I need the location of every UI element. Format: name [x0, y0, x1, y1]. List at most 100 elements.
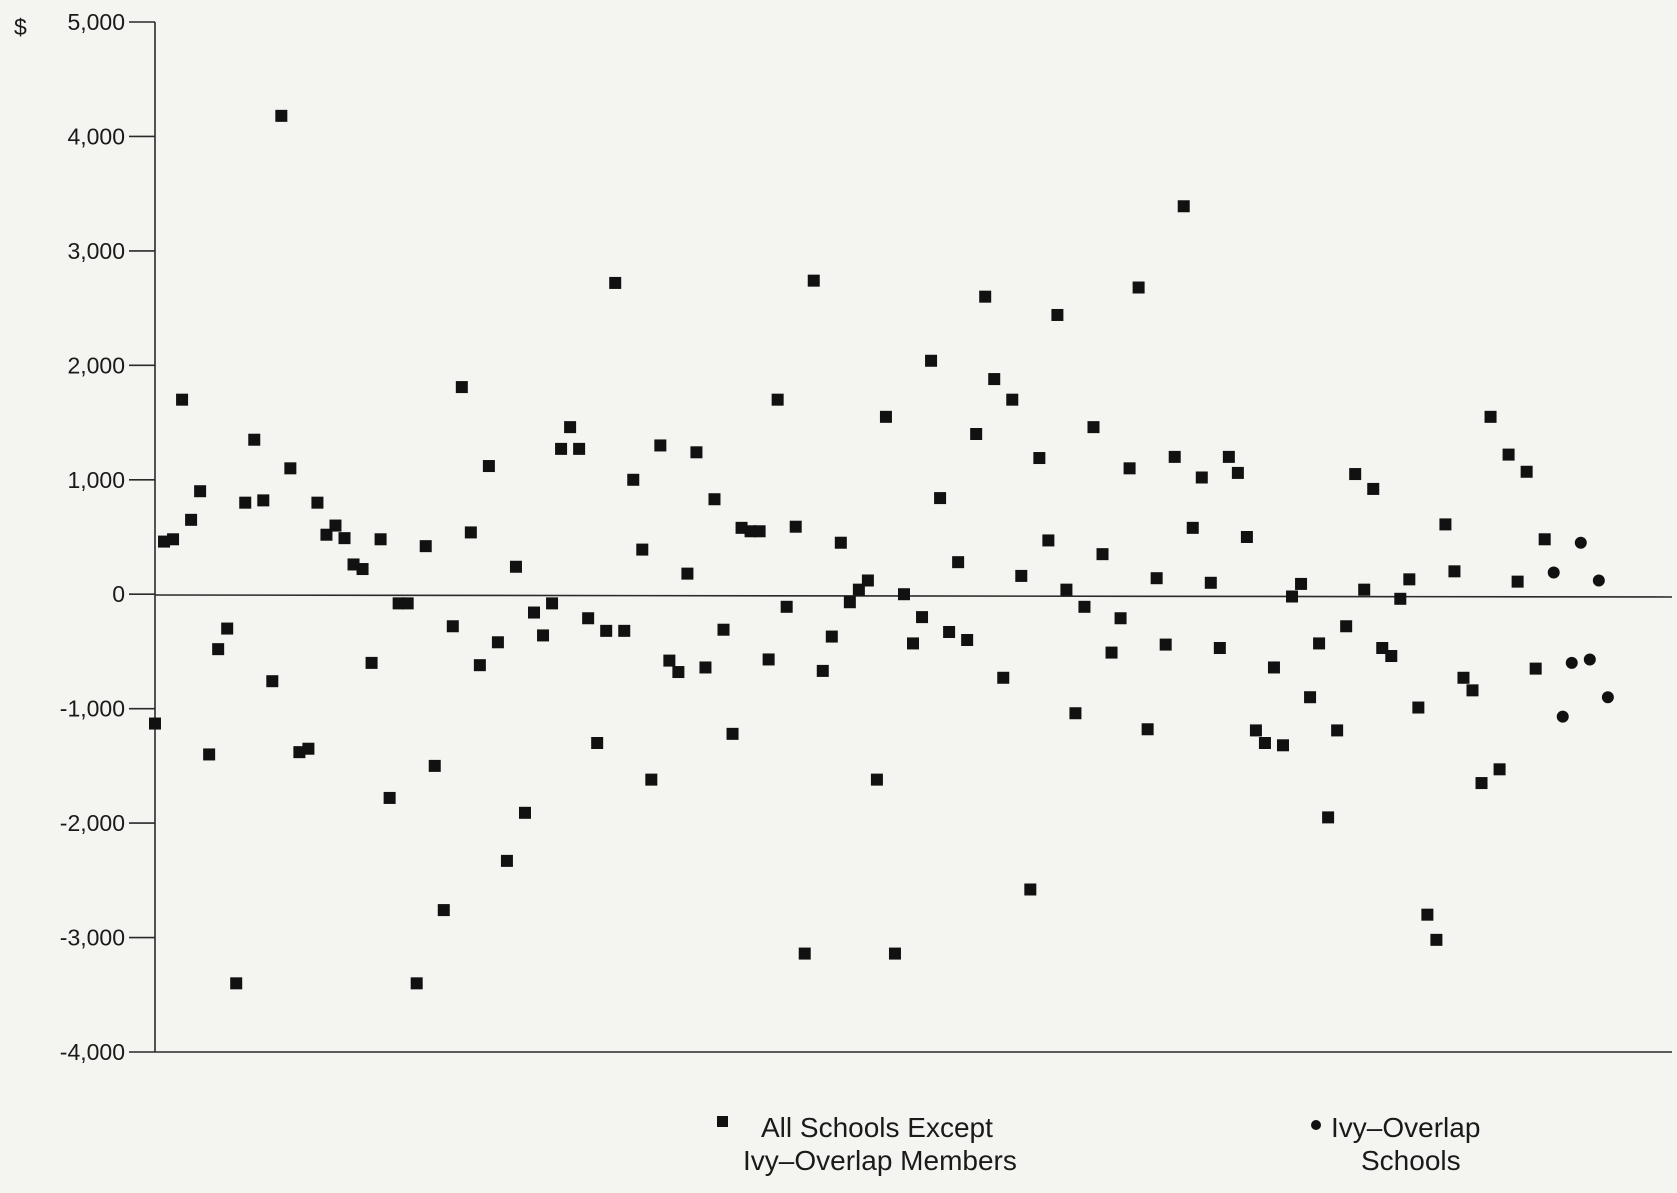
point-all-schools — [1267, 661, 1280, 674]
point-all-schools — [266, 675, 279, 688]
point-all-schools — [970, 428, 983, 440]
y-tick-label: 5,000 — [67, 9, 125, 35]
point-all-schools — [735, 521, 748, 534]
legend-label-ivy-overlap-line2: Schools — [1361, 1145, 1461, 1176]
point-all-schools — [537, 629, 550, 642]
point-all-schools — [500, 854, 513, 867]
point-all-schools — [843, 596, 856, 609]
point-all-schools — [1276, 739, 1289, 752]
point-all-schools — [1060, 583, 1073, 596]
point-all-schools — [1186, 521, 1199, 534]
point-all-schools — [1015, 569, 1028, 582]
point-all-schools — [473, 659, 486, 672]
point-all-schools — [455, 381, 468, 394]
point-all-schools — [979, 290, 992, 303]
point-all-schools — [636, 543, 649, 556]
point-all-schools — [753, 525, 766, 538]
point-all-schools — [1105, 646, 1118, 659]
point-all-schools — [302, 742, 315, 755]
point-all-schools — [410, 977, 423, 990]
point-all-schools — [257, 494, 270, 507]
point-all-schools — [771, 393, 784, 406]
point-ivy-overlap — [1583, 653, 1596, 666]
legend-label-ivy-overlap-line1: Ivy–Overlap — [1331, 1112, 1480, 1143]
point-all-schools — [1042, 534, 1055, 547]
point-all-schools — [1520, 465, 1533, 478]
point-all-schools — [591, 737, 604, 749]
point-all-schools — [934, 492, 947, 505]
legend-label-all-schools-line2: Ivy–Overlap Members — [743, 1145, 1017, 1176]
point-all-schools — [645, 773, 658, 786]
point-all-schools — [1466, 684, 1479, 697]
point-all-schools — [600, 624, 613, 637]
point-all-schools — [1204, 576, 1217, 589]
point-all-schools — [284, 462, 297, 475]
point-all-schools — [825, 630, 838, 643]
point-all-schools — [491, 636, 504, 649]
point-all-schools — [167, 533, 180, 546]
point-all-schools — [1349, 468, 1362, 481]
point-all-schools — [212, 643, 225, 656]
point-all-schools — [356, 563, 369, 576]
legend: All Schools Except Ivy–Overlap Members I… — [717, 1112, 1480, 1176]
y-tick-label: 2,000 — [67, 352, 125, 378]
point-all-schools — [1385, 650, 1398, 663]
point-all-schools — [780, 600, 793, 613]
point-all-schools — [1195, 471, 1208, 484]
point-all-schools — [482, 460, 495, 473]
point-all-schools — [419, 540, 432, 553]
point-all-schools — [1295, 577, 1308, 590]
point-all-schools — [1150, 572, 1163, 585]
point-all-schools — [699, 661, 712, 674]
point-all-schools — [1313, 637, 1326, 650]
point-all-schools — [627, 473, 640, 486]
legend-marker-square — [717, 1116, 728, 1127]
point-all-schools — [158, 535, 171, 548]
point-all-schools — [925, 354, 938, 367]
point-all-schools — [961, 634, 974, 646]
point-all-schools — [1087, 421, 1100, 434]
point-all-schools — [329, 519, 342, 532]
point-all-schools — [1457, 671, 1470, 684]
point-all-schools — [149, 717, 161, 730]
point-all-schools — [347, 558, 360, 571]
point-all-schools — [509, 560, 522, 573]
point-all-schools — [1069, 707, 1082, 720]
point-all-schools — [573, 442, 586, 455]
point-all-schools — [248, 433, 261, 446]
point-all-schools — [1213, 642, 1226, 655]
y-currency-symbol: $ — [14, 14, 27, 40]
point-all-schools — [528, 606, 541, 619]
point-all-schools — [988, 373, 1001, 386]
point-all-schools — [1249, 724, 1262, 737]
point-all-schools — [1114, 612, 1127, 625]
point-all-schools — [762, 653, 775, 666]
y-tick-label: -3,000 — [60, 925, 125, 951]
point-all-schools — [1331, 724, 1344, 737]
point-all-schools — [293, 746, 306, 759]
point-all-schools — [374, 533, 387, 546]
point-all-schools — [1222, 450, 1235, 463]
point-all-schools — [1511, 575, 1524, 588]
point-all-schools — [1439, 518, 1452, 531]
point-all-schools — [383, 791, 396, 804]
point-all-schools — [1484, 410, 1497, 423]
point-all-schools — [194, 485, 207, 498]
y-tick-label: 4,000 — [67, 123, 125, 149]
point-all-schools — [1421, 908, 1434, 921]
point-all-schools — [1141, 723, 1154, 736]
point-all-schools — [221, 622, 234, 635]
point-all-schools — [1529, 662, 1542, 675]
point-all-schools — [690, 446, 703, 459]
point-all-schools — [1132, 281, 1145, 294]
point-all-schools — [546, 597, 559, 610]
point-ivy-overlap — [1592, 574, 1605, 587]
point-all-schools — [1475, 777, 1488, 790]
point-all-schools — [338, 532, 351, 545]
point-all-schools — [582, 612, 595, 625]
legend-marker-circle — [1311, 1120, 1321, 1130]
point-all-schools — [1304, 691, 1317, 704]
point-all-schools — [176, 393, 189, 406]
point-all-schools — [654, 439, 667, 452]
point-all-schools — [1168, 450, 1181, 463]
